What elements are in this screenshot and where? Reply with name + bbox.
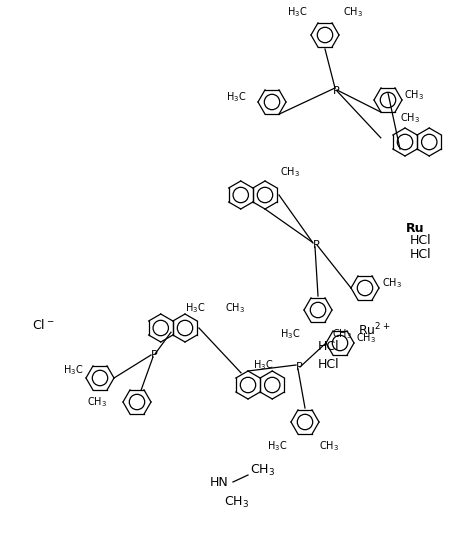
Text: CH$_3$: CH$_3$ — [225, 301, 245, 315]
Text: H$_3$C: H$_3$C — [287, 5, 307, 19]
Text: H$_3$C: H$_3$C — [184, 301, 205, 315]
Text: CH$_3$: CH$_3$ — [280, 165, 300, 179]
Text: P: P — [333, 86, 339, 96]
Text: H$_3$C: H$_3$C — [62, 363, 83, 377]
Text: H$_3$C: H$_3$C — [267, 439, 287, 453]
Text: CH$_3$: CH$_3$ — [87, 395, 107, 409]
Text: CH$_3$: CH$_3$ — [332, 327, 352, 341]
Text: CH$_3$: CH$_3$ — [343, 5, 363, 19]
Text: H$_3$C: H$_3$C — [253, 358, 273, 372]
Text: HCl: HCl — [410, 234, 432, 246]
Text: CH$_3$: CH$_3$ — [319, 439, 339, 453]
Text: Ru: Ru — [406, 222, 424, 234]
Text: Cl$^-$: Cl$^-$ — [32, 318, 54, 332]
Text: P: P — [296, 362, 302, 372]
Text: Ru$^{2+}$: Ru$^{2+}$ — [358, 322, 390, 338]
Text: HCl: HCl — [318, 340, 340, 354]
Text: HCl: HCl — [318, 359, 340, 371]
Text: CH$_3$: CH$_3$ — [250, 463, 275, 477]
Text: P: P — [150, 350, 158, 360]
Text: CH$_3$: CH$_3$ — [404, 88, 424, 102]
Text: HN: HN — [209, 476, 228, 488]
Text: H$_3$C: H$_3$C — [280, 327, 300, 341]
Text: H$_3$C: H$_3$C — [226, 90, 246, 104]
Text: CH$_3$: CH$_3$ — [382, 276, 402, 290]
Text: CH$_3$: CH$_3$ — [224, 495, 250, 510]
Text: CH$_3$: CH$_3$ — [356, 331, 376, 345]
Text: P: P — [313, 240, 319, 250]
Text: HCl: HCl — [410, 249, 432, 261]
Text: CH$_3$: CH$_3$ — [400, 111, 420, 125]
